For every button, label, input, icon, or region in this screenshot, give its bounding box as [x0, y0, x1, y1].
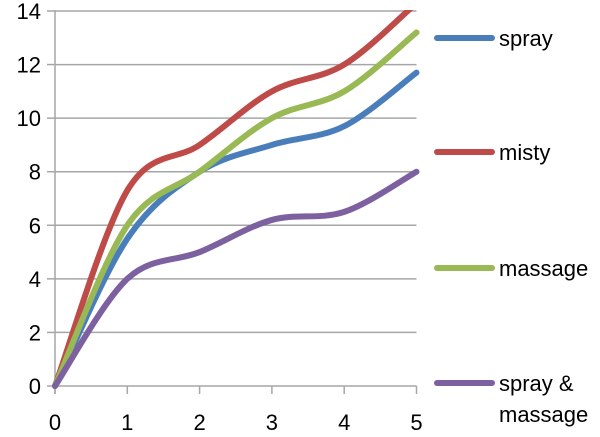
x-tick-label: 5: [410, 410, 422, 435]
y-tick-label: 0: [29, 374, 41, 399]
legend-label: massage: [499, 256, 588, 281]
y-tick-label: 2: [29, 320, 41, 345]
y-tick-label: 12: [17, 53, 41, 78]
series-line-spray-massage: [52, 168, 420, 389]
x-tick-label: 1: [121, 410, 133, 435]
x-tick-label: 4: [338, 410, 350, 435]
legend-item: misty: [434, 140, 550, 165]
legend-label: misty: [499, 140, 550, 165]
x-tick-label: 2: [193, 410, 205, 435]
legend-label: spray & massage: [499, 371, 588, 427]
y-tick-label: 8: [29, 160, 41, 185]
series-line-misty: [52, 10, 414, 389]
series-line-massage: [52, 29, 420, 389]
legend-item: massage: [434, 256, 588, 281]
y-tick-label: 10: [17, 106, 41, 131]
y-tick-label: 6: [29, 213, 41, 238]
y-tick-label: 14: [17, 0, 41, 24]
x-tick-label: 0: [49, 410, 61, 435]
legend-item: spray: [434, 26, 553, 51]
x-tick-label: 3: [266, 410, 278, 435]
y-tick-label: 4: [29, 267, 41, 292]
legend-item: spray & massage: [434, 371, 588, 427]
legend-label: spray: [499, 26, 553, 51]
